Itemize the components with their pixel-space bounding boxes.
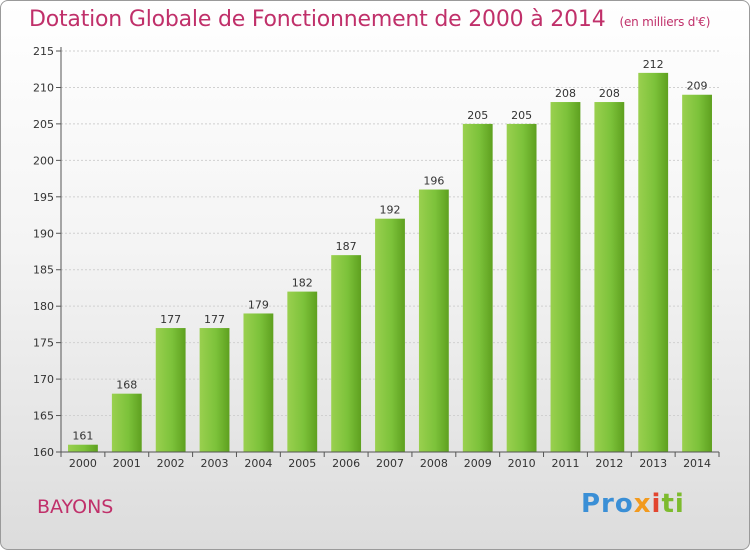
bar-2002 [155, 328, 186, 452]
chart-title-text: Dotation Globale de Fonctionnement de 20… [29, 7, 606, 32]
bar-2007 [375, 218, 405, 452]
y-tick-label-210: 210 [33, 81, 54, 94]
x-tick-label-2007: 2007 [376, 457, 404, 470]
x-tick-label-2011: 2011 [551, 457, 579, 470]
y-axis: 160 165 170 175 180 185 190 195 200 205 210 215 [33, 45, 62, 459]
x-tick-label-2004: 2004 [244, 457, 272, 470]
y-tick-label-195: 195 [33, 191, 54, 204]
bar-value-label-2012: 208 [599, 87, 620, 100]
x-tick-label-2014: 2014 [683, 457, 711, 470]
y-tick-label-175: 175 [33, 337, 54, 350]
bar-2004 [243, 313, 274, 452]
bar-2003 [199, 328, 230, 452]
y-tick-label-215: 215 [33, 45, 54, 58]
place-name: BAYONS [37, 496, 114, 518]
bar-value-label-2010: 205 [511, 109, 532, 122]
bar-2001 [111, 393, 142, 452]
x-tick-label-2012: 2012 [595, 457, 623, 470]
bars: 161 168 177 177 179 182 187 192 196 205 205 208 208 2… [68, 58, 712, 452]
bar-value-label-2011: 208 [555, 87, 576, 100]
x-tick-label-2002: 2002 [157, 457, 185, 470]
y-tick-label-200: 200 [33, 154, 54, 167]
bar-2012 [594, 102, 625, 452]
x-tick-label-2008: 2008 [420, 457, 448, 470]
bar-value-label-2002: 177 [160, 313, 181, 326]
bar-2013 [638, 72, 669, 452]
bar-value-label-2004: 179 [248, 298, 269, 311]
bar-2008 [418, 189, 449, 452]
x-tick-label-2000: 2000 [69, 457, 97, 470]
chart-subtitle: (en milliers d'€) [619, 15, 711, 29]
logo-part-1: Pro [581, 489, 634, 519]
y-tick-label-180: 180 [33, 300, 54, 313]
bar-value-label-2006: 187 [336, 240, 357, 253]
y-tick-label-165: 165 [33, 410, 54, 423]
bar-value-label-2000: 161 [72, 430, 93, 443]
bar-2000 [68, 444, 98, 452]
bar-2014 [682, 94, 712, 452]
bar-value-label-2001: 168 [116, 379, 137, 392]
bar-value-label-2005: 182 [292, 277, 313, 290]
bar-value-label-2013: 212 [643, 58, 664, 71]
bar-2010 [506, 123, 537, 452]
x-tick-label-2013: 2013 [639, 457, 667, 470]
bar-value-label-2009: 205 [467, 109, 488, 122]
bar-2005 [287, 291, 318, 452]
y-tick-label-170: 170 [33, 373, 54, 386]
bar-value-label-2003: 177 [204, 313, 225, 326]
x-axis: 2000 2001 2002 2003 2004 2005 2006 2007 2008 2009… [60, 451, 720, 470]
y-tick-label-190: 190 [33, 227, 54, 240]
bar-value-label-2008: 196 [423, 175, 444, 188]
x-tick-label-2003: 2003 [201, 457, 229, 470]
bar-2009 [462, 123, 493, 452]
x-tick-label-2009: 2009 [464, 457, 492, 470]
bar-value-label-2014: 209 [687, 80, 708, 93]
x-tick-label-2006: 2006 [332, 457, 360, 470]
bar-2011 [550, 102, 581, 452]
logo-part-2: x [633, 489, 652, 519]
x-tick-label-2005: 2005 [288, 457, 316, 470]
x-tick-label-2010: 2010 [508, 457, 536, 470]
bar-value-label-2007: 192 [380, 204, 401, 217]
logo-part-3: i [651, 489, 662, 519]
y-tick-label-160: 160 [33, 446, 54, 459]
proxiti-logo: Proxiti [581, 489, 685, 519]
y-tick-label-205: 205 [33, 118, 54, 131]
y-tick-label-185: 185 [33, 264, 54, 277]
bar-2006 [331, 255, 362, 452]
logo-part-4: ti [661, 489, 685, 519]
x-tick-label-2001: 2001 [113, 457, 141, 470]
chart-title: Dotation Globale de Fonctionnement de 20… [29, 7, 710, 32]
